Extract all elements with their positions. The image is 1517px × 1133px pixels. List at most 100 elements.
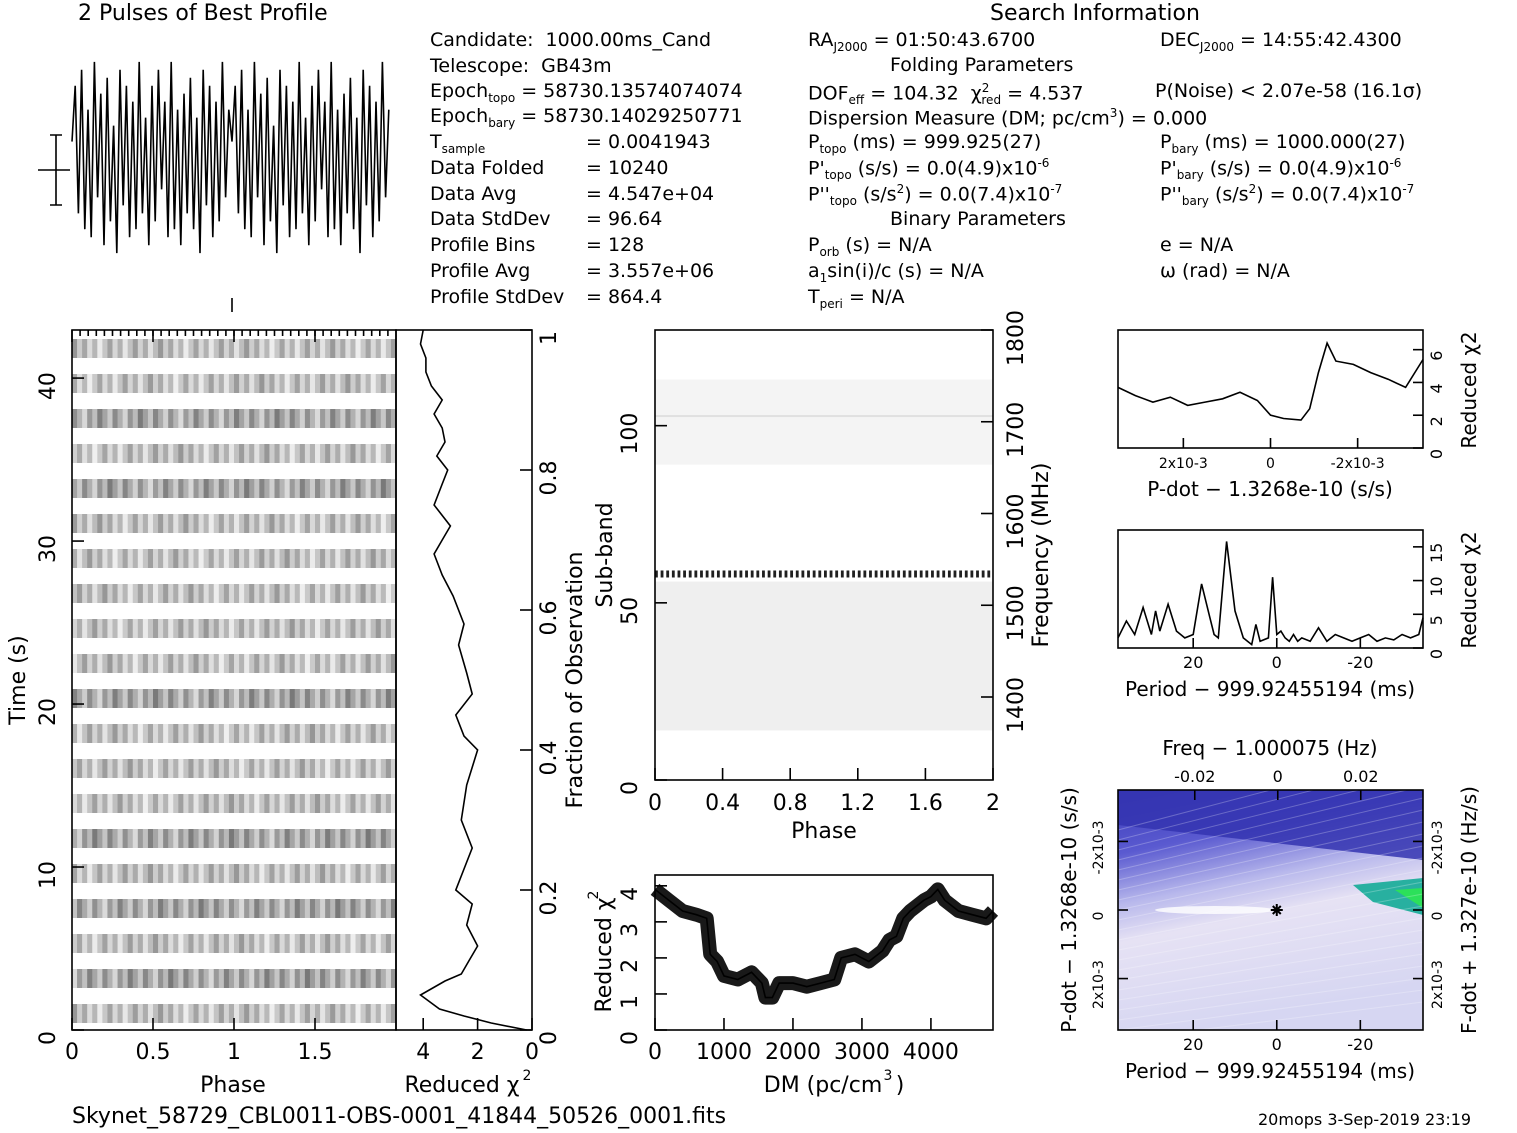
- bright-subband-cell: [857, 570, 861, 578]
- time-phase-cell: [107, 409, 113, 428]
- time-phase-cell: [188, 794, 194, 813]
- time-phase-cell: [294, 374, 301, 393]
- time-phase-cell: [168, 584, 174, 603]
- time-phase-cell: [122, 619, 129, 638]
- info-row: Profile Avg = 3.557e+06: [430, 262, 714, 281]
- time-phase-cell: [97, 864, 103, 883]
- bright-subband-cell: [902, 570, 906, 578]
- time-phase-cell: [249, 794, 255, 813]
- time-phase-cell: [249, 374, 255, 393]
- time-phase-cell: [284, 584, 291, 603]
- time-phase-cell: [112, 514, 119, 533]
- time-phase-cell: [82, 899, 88, 918]
- time-phase-cell: [137, 479, 144, 498]
- time-phase-cell: [249, 864, 255, 883]
- info-value: GB43m: [541, 55, 612, 77]
- time-phase-cell: [274, 374, 281, 393]
- time-phase-cell: [72, 689, 78, 708]
- time-phase-cell: [294, 934, 301, 953]
- y2-tick-label: 1500: [1004, 585, 1029, 641]
- time-phase-cell: [370, 899, 377, 918]
- time-phase-cell: [127, 1004, 134, 1023]
- time-phase-cell: [274, 934, 281, 953]
- fraction-chi2-line: [419, 329, 527, 1031]
- time-phase-cell: [223, 374, 230, 393]
- time-phase-cell: [279, 724, 286, 743]
- time-phase-cell: [370, 759, 377, 778]
- time-phase-cell: [304, 969, 311, 988]
- time-phase-cell: [360, 444, 367, 463]
- time-phase-cell: [390, 444, 397, 463]
- time-phase-cell: [264, 514, 270, 533]
- time-phase-cell: [320, 934, 326, 953]
- time-phase-cell: [193, 969, 200, 988]
- time-phase-cell: [259, 969, 265, 988]
- time-phase-cell: [92, 689, 98, 708]
- time-phase-cell: [158, 549, 164, 568]
- time-phase-cell: [127, 724, 134, 743]
- time-phase-cell: [228, 444, 235, 463]
- pdot-bary-line: P'bary (s/s) = 0.0(4.9)x10-6: [1160, 156, 1402, 183]
- time-phase-cell: [203, 619, 210, 638]
- time-phase-cell: [234, 864, 240, 883]
- time-phase-cell: [340, 514, 346, 533]
- time-phase-cell: [289, 794, 296, 813]
- bright-subband-cell: [790, 570, 794, 578]
- time-phase-cell: [183, 829, 189, 848]
- time-phase-cell: [320, 864, 326, 883]
- time-phase-cell: [380, 794, 387, 813]
- time-phase-cell: [228, 479, 235, 498]
- time-phase-cell: [223, 829, 230, 848]
- time-phase-cell: [178, 514, 184, 533]
- time-phase-cell: [188, 864, 194, 883]
- time-phase-cell: [183, 899, 189, 918]
- time-phase-cell: [355, 654, 362, 673]
- time-phase-cell: [203, 759, 210, 778]
- time-phase-cell: [208, 689, 215, 708]
- time-phase-cell: [178, 374, 184, 393]
- time-phase-cell: [244, 654, 250, 673]
- time-phase-cell: [335, 619, 341, 638]
- time-phase-cell: [158, 339, 164, 358]
- time-phase-cell: [264, 409, 270, 428]
- time-phase-cell: [350, 934, 356, 953]
- time-phase-cell: [153, 934, 159, 953]
- time-phase-cell: [132, 339, 139, 358]
- time-phase-cell: [284, 864, 291, 883]
- time-phase-cell: [102, 409, 108, 428]
- time-phase-cell: [335, 584, 341, 603]
- time-phase-cell: [244, 724, 250, 743]
- time-phase-cell: [299, 759, 306, 778]
- time-phase-cell: [77, 514, 83, 533]
- time-phase-cell: [193, 864, 200, 883]
- time-phase-cell: [350, 1004, 356, 1023]
- time-phase-cell: [127, 374, 134, 393]
- time-phase-cell: [345, 1004, 351, 1023]
- time-phase-cell: [294, 724, 301, 743]
- time-phase-cell: [72, 444, 78, 463]
- time-phase-cell: [284, 689, 291, 708]
- time-phase-cell: [299, 794, 306, 813]
- time-phase-cell: [289, 689, 296, 708]
- time-phase-cell: [158, 479, 164, 498]
- time-phase-cell: [208, 899, 215, 918]
- time-phase-cell: [132, 514, 139, 533]
- time-phase-cell: [299, 584, 306, 603]
- time-phase-cell: [198, 339, 205, 358]
- time-phase-cell: [203, 899, 210, 918]
- time-phase-cell: [365, 444, 372, 463]
- y-tick-label: 30: [36, 535, 61, 563]
- time-phase-cell: [87, 969, 93, 988]
- map-streak: [1117, 989, 1424, 1031]
- time-phase-cell: [132, 969, 139, 988]
- time-phase-cell: [325, 794, 331, 813]
- y-tick-label: 15: [1427, 543, 1446, 563]
- time-phase-cell: [360, 1004, 367, 1023]
- time-phase-cell: [183, 654, 189, 673]
- time-phase-cell: [168, 759, 174, 778]
- time-phase-cell: [315, 899, 321, 918]
- time-phase-cell: [355, 829, 362, 848]
- x2-tick-label: -0.02: [1174, 767, 1215, 786]
- time-phase-cell: [309, 969, 316, 988]
- time-phase-cell: [340, 759, 346, 778]
